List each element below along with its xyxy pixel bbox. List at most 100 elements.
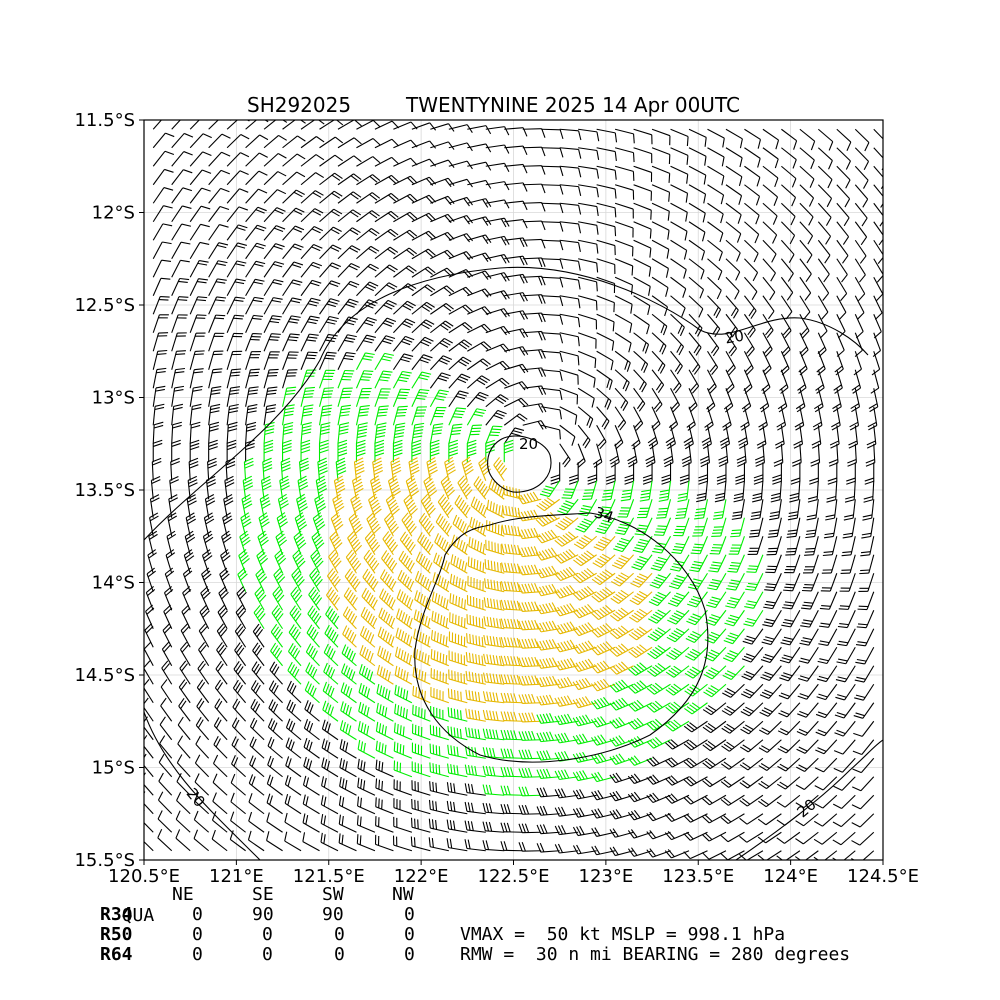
contour-34kt xyxy=(414,512,709,763)
wind-barb xyxy=(429,724,449,741)
wind-barb xyxy=(855,646,875,665)
wind-barb xyxy=(381,550,398,574)
wind-barb xyxy=(522,385,547,396)
wind-barb xyxy=(628,644,653,659)
wind-barb xyxy=(633,369,647,393)
wind-barb xyxy=(854,165,869,189)
wind-barb xyxy=(195,716,210,741)
wind-barb xyxy=(614,276,633,295)
wind-barb xyxy=(163,604,173,629)
wind-barb xyxy=(226,242,247,260)
wind-barb xyxy=(725,332,737,357)
wind-barb xyxy=(500,637,523,648)
wind-barb xyxy=(483,597,505,611)
wind-barb xyxy=(720,813,745,825)
wind-barb xyxy=(305,643,320,667)
wind-barb xyxy=(646,774,671,785)
wind-barb xyxy=(553,584,579,599)
wind-barb xyxy=(744,258,759,282)
wind-barb xyxy=(559,276,581,290)
wind-barb xyxy=(208,403,221,426)
wind-barb xyxy=(712,499,727,520)
wind-barb xyxy=(226,421,238,444)
wind-barb xyxy=(666,628,690,643)
wind-barb xyxy=(799,276,812,301)
y-tick-label: 12°S xyxy=(92,203,135,224)
wind-barb xyxy=(465,708,486,722)
wind-barb xyxy=(725,221,742,243)
wind-barb xyxy=(411,140,437,149)
wind-barb xyxy=(601,480,616,501)
wind-barb xyxy=(199,604,210,630)
wind-barb xyxy=(263,225,286,241)
wind-barb xyxy=(257,530,269,555)
wind-barb xyxy=(719,425,731,450)
wind-barb xyxy=(739,739,764,753)
wind-barb xyxy=(467,252,492,262)
wind-barb xyxy=(744,184,761,206)
wind-barb xyxy=(633,332,650,354)
wind-barb xyxy=(430,687,450,704)
wind-barb xyxy=(255,567,268,592)
wind-barb xyxy=(701,813,727,824)
wind-barb xyxy=(226,260,247,278)
contour-label: 20 xyxy=(723,327,745,348)
wind-barb xyxy=(393,175,418,186)
wind-barb xyxy=(364,530,381,556)
wind-barb xyxy=(219,567,230,592)
wind-barb xyxy=(266,793,283,815)
wind-barb xyxy=(482,821,505,833)
wind-barb xyxy=(245,421,257,444)
wind-barb xyxy=(488,478,506,500)
wind-barb xyxy=(482,709,505,722)
wind-barb xyxy=(572,658,597,673)
wind-barb xyxy=(614,147,635,163)
wind-barb xyxy=(630,572,653,588)
wind-barb xyxy=(337,173,362,186)
wind-barb xyxy=(229,830,246,852)
wind-barb xyxy=(231,755,246,778)
wind-barb xyxy=(721,739,745,752)
wind-barb xyxy=(280,457,291,481)
wind-barb xyxy=(337,334,357,352)
wind-barb xyxy=(701,425,712,450)
wind-barb xyxy=(796,739,819,754)
wind-barb xyxy=(430,668,450,685)
wind-barb xyxy=(245,242,266,260)
wind-barb xyxy=(836,295,847,320)
wind-barb xyxy=(707,572,727,591)
wind-barb xyxy=(670,295,686,317)
wind-barb xyxy=(159,716,173,741)
wind-barb xyxy=(212,792,228,815)
wind-barb xyxy=(208,421,220,444)
wind-barb xyxy=(776,813,801,826)
wind-barb xyxy=(688,313,703,337)
wind-barb xyxy=(559,128,582,141)
wind-barb xyxy=(394,665,413,685)
wind-barb xyxy=(251,661,265,685)
wind-barb xyxy=(867,406,878,431)
wind-barb xyxy=(627,791,653,803)
wind-barb xyxy=(152,314,169,333)
wind-barb xyxy=(282,243,304,260)
wind-barb xyxy=(323,643,339,667)
wind-barb xyxy=(722,683,745,698)
wind-barb xyxy=(482,765,505,778)
wind-barb xyxy=(703,683,727,698)
wind-barb xyxy=(816,665,838,683)
wind-barb xyxy=(374,228,399,241)
r50-se: 0 xyxy=(262,924,273,945)
wind-barb xyxy=(245,351,261,370)
wind-barb xyxy=(518,823,542,834)
wind-barb xyxy=(627,829,653,839)
wind-barb xyxy=(300,386,315,407)
wind-barb xyxy=(633,276,651,296)
wind-barb xyxy=(320,795,339,815)
wind-barb xyxy=(485,394,509,408)
wind-barb xyxy=(803,554,819,574)
wind-barb xyxy=(300,172,324,186)
wind-barb xyxy=(591,622,616,638)
wind-barb xyxy=(344,568,361,593)
wind-barb xyxy=(444,456,456,481)
wind-barb xyxy=(518,601,542,612)
